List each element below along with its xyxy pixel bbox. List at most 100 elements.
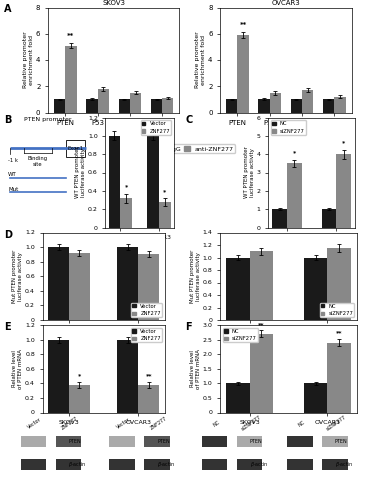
Text: *: * [342, 140, 346, 145]
Title: OVCAR3: OVCAR3 [272, 0, 300, 6]
Y-axis label: Relative promoter
enrichment fold: Relative promoter enrichment fold [195, 32, 206, 88]
Bar [86, 100, 98, 112]
Text: -1 k: -1 k [8, 158, 18, 163]
Bar [98, 89, 109, 112]
Bar [237, 436, 262, 447]
Legend: NC, siZNF277: NC, siZNF277 [223, 328, 258, 342]
Bar [287, 460, 313, 470]
Bar [202, 436, 228, 447]
Text: Mut: Mut [8, 187, 18, 192]
Text: **: ** [258, 322, 265, 327]
Bar [56, 436, 81, 447]
Bar [144, 460, 170, 470]
Text: *: * [124, 184, 128, 189]
Text: $\beta$-actin: $\beta$-actin [157, 460, 176, 469]
Bar [48, 340, 69, 412]
Text: PTEN promoter: PTEN promoter [24, 118, 72, 122]
Title: SKOV3: SKOV3 [102, 0, 125, 6]
Bar [110, 436, 135, 447]
Text: Exon1: Exon1 [67, 146, 83, 151]
Text: A: A [4, 4, 11, 14]
Text: **: ** [239, 22, 247, 28]
Bar [162, 98, 174, 112]
Bar [56, 460, 81, 470]
Bar [48, 247, 69, 320]
Bar [118, 340, 138, 412]
Bar [237, 460, 262, 470]
Bar [322, 436, 347, 447]
Bar [323, 100, 334, 112]
Bar [54, 100, 65, 112]
Text: C: C [185, 115, 192, 125]
Bar [336, 154, 351, 228]
Text: PTEN: PTEN [68, 439, 81, 444]
Bar [322, 460, 347, 470]
Bar [120, 198, 132, 228]
Bar [21, 460, 46, 470]
Text: Vector: Vector [27, 417, 43, 430]
Text: B: B [4, 115, 11, 125]
Text: **: ** [67, 32, 75, 38]
Bar [304, 384, 327, 412]
Text: E: E [4, 322, 10, 332]
Bar [226, 258, 250, 320]
Bar [108, 136, 120, 228]
Bar [151, 100, 162, 112]
Bar [110, 460, 135, 470]
Legend: NC, siZNF277: NC, siZNF277 [271, 120, 306, 135]
Text: ZNF277: ZNF277 [60, 416, 79, 431]
Bar [226, 384, 250, 412]
Y-axis label: WT PTEN promoter
luciferase activity: WT PTEN promoter luciferase activity [244, 146, 255, 199]
Bar [258, 100, 270, 112]
Text: Binding
site: Binding site [28, 156, 48, 167]
Bar [65, 46, 77, 112]
Bar [118, 247, 138, 320]
Bar [69, 253, 90, 320]
Text: PTEN: PTEN [157, 439, 170, 444]
Bar [238, 35, 249, 112]
Y-axis label: Relative promoter
enrichment fold: Relative promoter enrichment fold [23, 32, 34, 88]
Y-axis label: Relative level
of PTEN mRNA: Relative level of PTEN mRNA [190, 349, 201, 389]
Bar [291, 100, 302, 112]
Text: siZNF277: siZNF277 [325, 414, 347, 432]
Text: *: * [163, 189, 166, 194]
Bar [272, 209, 287, 228]
Legend: Vector, ZNF277: Vector, ZNF277 [131, 328, 162, 342]
Text: $\beta$-actin: $\beta$-actin [250, 460, 268, 469]
Bar [327, 248, 351, 320]
Text: **: ** [145, 374, 152, 378]
Bar [250, 251, 273, 320]
Y-axis label: Mut PTEN promoter
luciferase activity: Mut PTEN promoter luciferase activity [12, 250, 23, 303]
Y-axis label: WT PTEN promoter
luciferase activity: WT PTEN promoter luciferase activity [75, 146, 86, 199]
Text: siZNF277: siZNF277 [240, 414, 262, 432]
Text: F: F [185, 322, 192, 332]
Legend: Vector, ZNF277: Vector, ZNF277 [131, 302, 162, 318]
Bar [287, 164, 302, 228]
Bar [119, 100, 130, 112]
Text: *: * [78, 374, 81, 378]
Text: $\beta$-actin: $\beta$-actin [68, 460, 87, 469]
Bar [250, 334, 273, 412]
Bar [66, 140, 85, 157]
Text: NC: NC [297, 420, 306, 428]
Text: ZNF277: ZNF277 [149, 416, 168, 431]
Text: Vector: Vector [116, 417, 131, 430]
Legend: Vector, ZNF277: Vector, ZNF277 [141, 120, 171, 135]
Bar [202, 460, 228, 470]
Legend: IgG, anti-ZNF277: IgG, anti-ZNF277 [158, 144, 235, 154]
Bar [304, 258, 327, 320]
Text: *: * [293, 150, 296, 156]
Bar [287, 436, 313, 447]
Bar [130, 93, 141, 112]
Bar [322, 209, 336, 228]
Bar [138, 254, 159, 320]
Bar [148, 136, 159, 228]
Text: $\beta$-actin: $\beta$-actin [335, 460, 353, 469]
Y-axis label: Mut PTEN promoter
luciferase activity: Mut PTEN promoter luciferase activity [190, 250, 201, 303]
Bar [69, 385, 90, 412]
Text: PTEN: PTEN [335, 439, 347, 444]
Y-axis label: Relative level
of PTEN mRNA: Relative level of PTEN mRNA [12, 349, 23, 389]
Text: PTEN: PTEN [250, 439, 262, 444]
Bar [138, 385, 159, 412]
Bar [159, 202, 171, 228]
